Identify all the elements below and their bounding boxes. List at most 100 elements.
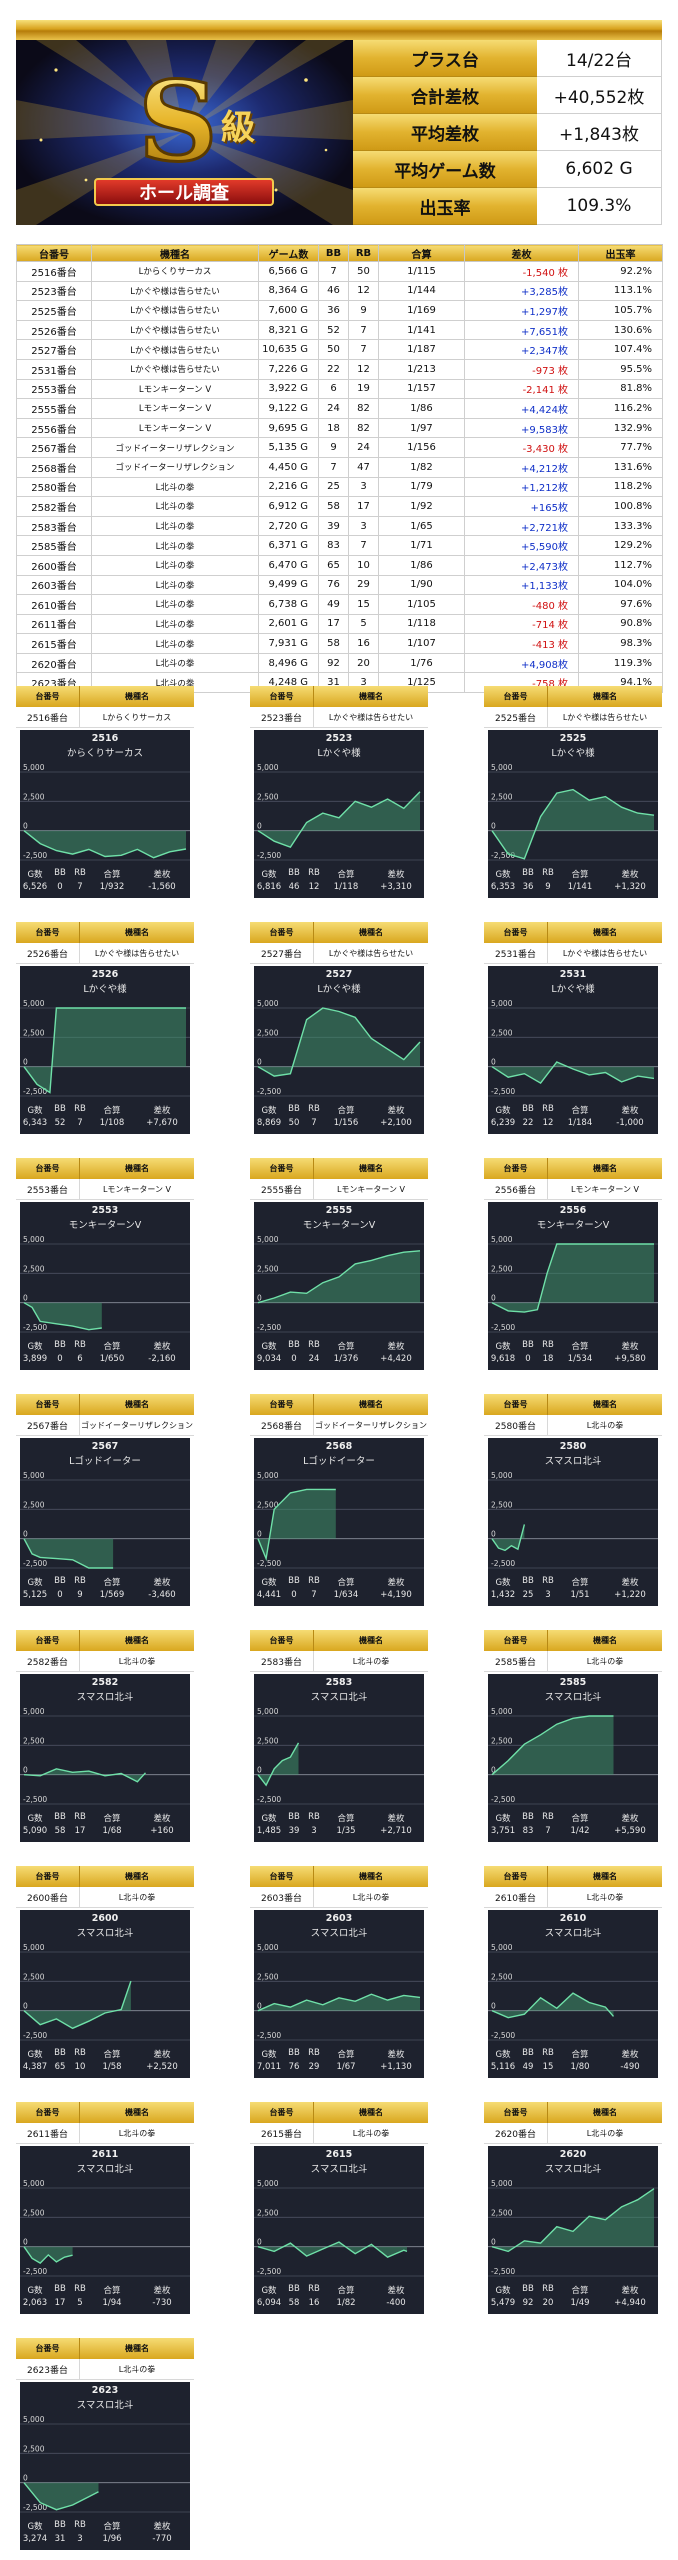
cell-name: Lかぐや様は告らせたい <box>91 280 259 302</box>
slump-line <box>491 1061 655 1085</box>
panel-machine-name: Lモンキーターン V <box>548 1179 662 1199</box>
table-row: 2615番台 L北斗の拳 7,931 G 58 16 1/107 -413 枚 98.3% <box>16 633 663 654</box>
slump-graph-card: 2553 モンキーターンV 5,000 2,500 0 -2,500 G数 BB RB 合算 差枚 3… <box>20 1202 190 1370</box>
chart-subtitle: スマスロ北斗 <box>76 2400 134 2411</box>
y-tick-label: -2,500 <box>491 2267 515 2276</box>
machine-panel[interactable]: 台番号 機種名 2555番台 Lモンキーターン V 2555 モンキーターンV 5,000 2… <box>250 1158 428 1370</box>
stats-values: 9,034 0 24 1/376 +4,420 <box>254 1354 424 1364</box>
stat-value: 4,387 <box>22 2062 48 2072</box>
machine-panel[interactable]: 台番号 機種名 2615番台 L北斗の拳 2615 スマスロ北斗 5,000 2,500 0 -2… <box>250 2102 428 2314</box>
machine-panel[interactable]: 台番号 機種名 2610番台 L北斗の拳 2610 スマスロ北斗 5,000 2,500 0 -2… <box>484 1866 662 2078</box>
table-row: 2611番台 L北斗の拳 2,601 G 17 5 1/118 -714 枚 90.8% <box>16 613 663 635</box>
stats-values: 6,526 0 7 1/932 -1,560 <box>20 882 190 892</box>
cell-rate: 97.6% <box>578 594 663 615</box>
cell-name: Lかぐや様は告らせたい <box>91 358 259 380</box>
stats-values: 6,816 46 12 1/118 +3,310 <box>254 882 424 892</box>
stat-value: -3,460 <box>148 1590 176 1600</box>
stat-label: G数 <box>27 2522 43 2532</box>
y-tick-label: 5,000 <box>491 763 513 772</box>
stat-label: G数 <box>495 2050 511 2060</box>
machine-panel[interactable]: 台番号 機種名 2583番台 L北斗の拳 2583 スマスロ北斗 5,000 2,500 0 -2… <box>250 1630 428 1842</box>
cell-bb: 58 <box>318 633 349 654</box>
machine-panel[interactable]: 台番号 機種名 2531番台 Lかぐや様は告らせたい 2531 Lかぐや様 5,000 2,5… <box>484 922 662 1134</box>
stat-label: RB <box>308 2284 320 2294</box>
cell-no: 2526番台 <box>16 319 92 341</box>
y-tick-label: 5,000 <box>491 2179 513 2188</box>
s-class-banner: S 級 ホール調査 <box>16 40 353 225</box>
machine-panel[interactable]: 台番号 機種名 2516番台 Lからくりサーカス 2516 からくりサーカス 5,000 2,… <box>16 686 194 898</box>
panel-machine-no: 2568番台 <box>250 1415 314 1435</box>
chart-subtitle: スマスロ北斗 <box>310 1928 368 1939</box>
chart-subtitle: スマスロ北斗 <box>544 1928 602 1939</box>
chart-subtitle: スマスロ北斗 <box>76 2164 134 2175</box>
table-row: 2525番台 Lかぐや様は告らせたい 7,600 G 36 9 1/169 +1,297枚 1… <box>16 300 663 321</box>
machine-panel[interactable]: 台番号 機種名 2523番台 Lかぐや様は告らせたい 2523 Lかぐや様 5,000 2,5… <box>250 686 428 898</box>
y-tick-label: 5,000 <box>23 1235 45 1244</box>
cell-rb: 82 <box>348 417 379 439</box>
stat-value: 10 <box>74 2062 86 2072</box>
machine-panel[interactable]: 台番号 機種名 2623番台 L北斗の拳 2623 スマスロ北斗 5,000 2,500 0 -2… <box>16 2338 194 2550</box>
stat-label: RB <box>74 2284 86 2294</box>
cell-games: 8,364 G <box>258 280 319 302</box>
machine-panel[interactable]: 台番号 機種名 2582番台 L北斗の拳 2582 スマスロ北斗 5,000 2,500 0 -2… <box>16 1630 194 1842</box>
stat-label: 合算 <box>571 1342 589 1352</box>
table-row: 2600番台 L北斗の拳 6,470 G 65 10 1/86 +2,473枚 112.7% <box>16 554 663 576</box>
stat-label: G数 <box>27 1342 43 1352</box>
cell-diff: +4,908枚 <box>464 652 579 674</box>
panel-header-name: 機種名 <box>80 2102 194 2123</box>
cell-no: 2527番台 <box>16 339 92 360</box>
cell-games: 9,499 G <box>258 574 319 596</box>
machine-panel[interactable]: 台番号 機種名 2553番台 Lモンキーターン V 2553 モンキーターンV 5,000 2… <box>16 1158 194 1370</box>
cell-name: L北斗の拳 <box>91 613 259 635</box>
panel-header: 台番号 機種名 <box>16 1394 194 1415</box>
machine-panel[interactable]: 台番号 機種名 2580番台 L北斗の拳 2580 スマスロ北斗 5,000 2,500 0 -2… <box>484 1394 662 1606</box>
cell-combo: 1/144 <box>378 280 465 302</box>
panel-info-row: 2525番台 Lかぐや様は告らせたい <box>484 707 662 728</box>
machine-panel[interactable]: 台番号 機種名 2568番台 ゴッドイーターリザレクション 2568 Lゴッドイーター 5,… <box>250 1394 428 1606</box>
cell-rate: 119.3% <box>578 652 663 674</box>
machine-panel[interactable]: 台番号 機種名 2620番台 L北斗の拳 2620 スマスロ北斗 5,000 2,500 0 -2… <box>484 2102 662 2314</box>
stat-value: 6,353 <box>490 882 516 892</box>
machine-panel[interactable]: 台番号 機種名 2585番台 L北斗の拳 2585 スマスロ北斗 5,000 2,500 0 -2… <box>484 1630 662 1842</box>
stat-label: 差枚 <box>621 1814 639 1824</box>
slump-line <box>23 1980 132 2030</box>
panel-header: 台番号 機種名 <box>16 1158 194 1179</box>
stat-label: 差枚 <box>621 870 639 880</box>
stats-values: 9,618 0 18 1/534 +9,580 <box>488 1354 658 1364</box>
y-tick-label: -2,500 <box>257 1559 281 1568</box>
y-tick-label: 5,000 <box>491 1707 513 1716</box>
cell-combo: 1/65 <box>378 515 465 537</box>
machine-panel[interactable]: 台番号 機種名 2567番台 ゴッドイーターリザレクション 2567 Lゴッドイーター 5,… <box>16 1394 194 1606</box>
y-tick-label: -2,500 <box>491 1087 515 1096</box>
machine-panel[interactable]: 台番号 機種名 2556番台 Lモンキーターン V 2556 モンキーターンV 5,000 2… <box>484 1158 662 1370</box>
slump-graph-card: 2623 スマスロ北斗 5,000 2,500 0 -2,500 G数 BB RB 合算 差枚 3,2… <box>20 2382 190 2550</box>
chart-subtitle: Lかぐや様 <box>317 984 361 995</box>
slump-line <box>257 1993 421 2012</box>
machine-panel[interactable]: 台番号 機種名 2611番台 L北斗の拳 2611 スマスロ北斗 5,000 2,500 0 -2… <box>16 2102 194 2314</box>
cell-rate: 98.3% <box>578 633 663 654</box>
stat-label: 合算 <box>103 1814 121 1824</box>
panel-machine-no: 2556番台 <box>484 1179 548 1199</box>
slump-area <box>258 1250 420 1303</box>
slump-chart: 5,000 2,500 0 -2,500 <box>254 1707 424 1805</box>
stat-value: +2,710 <box>380 1826 412 1836</box>
cell-games: 5,135 G <box>258 437 319 458</box>
machine-panel[interactable]: 台番号 機種名 2525番台 Lかぐや様は告らせたい 2525 Lかぐや様 5,000 2,5… <box>484 686 662 898</box>
machine-panel[interactable]: 台番号 機種名 2526番台 Lかぐや様は告らせたい 2526 Lかぐや様 5,000 2,5… <box>16 922 194 1134</box>
slump-graph-card: 2610 スマスロ北斗 5,000 2,500 0 -2,500 G数 BB RB 合算 差枚 5,1… <box>488 1910 658 2078</box>
machine-panel[interactable]: 台番号 機種名 2527番台 Lかぐや様は告らせたい 2527 Lかぐや様 5,000 2,5… <box>250 922 428 1134</box>
stat-label: 差枚 <box>153 2286 171 2296</box>
machine-panel[interactable]: 台番号 機種名 2603番台 L北斗の拳 2603 スマスロ北斗 5,000 2,500 0 -2… <box>250 1866 428 2078</box>
cell-diff: +1,297枚 <box>464 300 579 321</box>
panel-header-no: 台番号 <box>484 1158 548 1179</box>
cell-combo: 1/169 <box>378 300 465 321</box>
stat-label: 差枚 <box>153 1814 171 1824</box>
stat-label: G数 <box>495 2286 511 2296</box>
y-tick-label: 0 <box>23 1294 28 1303</box>
y-tick-label: -2,500 <box>257 2267 281 2276</box>
stat-label: 合算 <box>571 1578 589 1588</box>
machine-panel[interactable]: 台番号 機種名 2600番台 L北斗の拳 2600 スマスロ北斗 5,000 2,500 0 -2… <box>16 1866 194 2078</box>
panel-machine-no: 2525番台 <box>484 707 548 727</box>
slump-area <box>492 1244 654 1313</box>
cell-diff: +7,651枚 <box>464 319 579 341</box>
